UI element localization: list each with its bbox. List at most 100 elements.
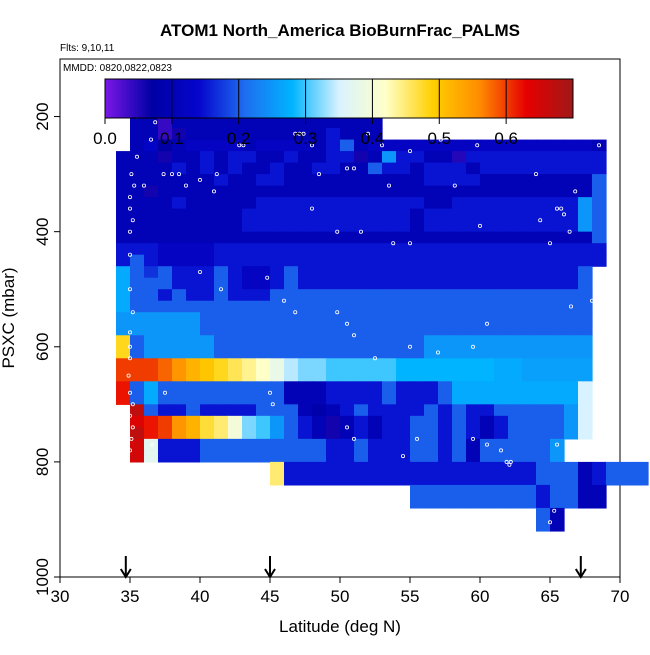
heatmap-cell (270, 346, 285, 359)
heatmap-cell (494, 358, 509, 371)
heatmap-cell (452, 335, 467, 348)
sample-point (211, 189, 216, 194)
heatmap-cell (354, 438, 369, 451)
heatmap-cell (424, 484, 439, 498)
heatmap-cell (564, 266, 579, 279)
heatmap-cell (326, 404, 341, 417)
heatmap-cell (326, 197, 341, 210)
heatmap-cell (522, 358, 537, 371)
heatmap-cell (354, 185, 369, 198)
heatmap-cell (298, 438, 313, 451)
heatmap-cell (256, 151, 271, 164)
heatmap-cell (130, 139, 145, 152)
heatmap-cell (214, 197, 229, 210)
heatmap-cell (424, 174, 439, 187)
heatmap-cell (382, 346, 397, 359)
heatmap-cell (186, 369, 201, 382)
sample-point (344, 321, 349, 326)
heatmap-cell (578, 312, 593, 325)
heatmap-cell (186, 392, 201, 405)
y-tick-label: 600 (33, 333, 52, 361)
heatmap-cell (564, 254, 579, 267)
heatmap-cell (270, 174, 285, 187)
heatmap-cell (592, 254, 607, 267)
heatmap-cell (312, 289, 327, 302)
heatmap-cell (214, 438, 229, 451)
heatmap-cell (536, 162, 551, 175)
heatmap-cell (144, 300, 159, 313)
heatmap-cell (326, 243, 341, 256)
heatmap-cell (340, 450, 355, 463)
heatmap-cell (256, 300, 271, 313)
heatmap-cell (144, 427, 159, 440)
sample-point (500, 131, 505, 136)
heatmap-cell (284, 266, 299, 279)
heatmap-cell (368, 450, 383, 463)
heatmap-cell (270, 369, 285, 382)
sample-point (590, 298, 595, 303)
heatmap-cell (172, 381, 187, 394)
heatmap-cell (284, 162, 299, 175)
heatmap-cell (270, 300, 285, 313)
heatmap-cell (340, 358, 355, 371)
heatmap-cell (396, 473, 411, 486)
heatmap-cell (494, 300, 509, 313)
heatmap-cell (284, 185, 299, 198)
heatmap-cell (522, 415, 537, 428)
heatmap-cell (270, 461, 285, 474)
heatmap-cell (270, 220, 285, 233)
heatmap-cell (396, 438, 411, 451)
heatmap-cell (144, 139, 159, 152)
heatmap-cell (536, 381, 551, 394)
sample-point (214, 172, 219, 177)
heatmap-cells (116, 105, 649, 532)
heatmap-cell (424, 151, 439, 164)
heatmap-cell (116, 185, 131, 198)
heatmap-cell (550, 323, 565, 336)
heatmap-cell (256, 266, 271, 279)
heatmap-cell (466, 427, 481, 440)
heatmap-cell (130, 438, 145, 451)
heatmap-cell (354, 381, 369, 394)
heatmap-cell (186, 450, 201, 463)
heatmap-cell (298, 254, 313, 267)
heatmap-cell (298, 139, 313, 152)
heatmap-cell (480, 254, 495, 267)
heatmap-cell (186, 174, 201, 187)
heatmap-cell (242, 323, 257, 336)
heatmap-cell (200, 427, 215, 440)
heatmap-cell (424, 404, 439, 417)
heatmap-cell (508, 335, 523, 348)
heatmap-cell (368, 427, 383, 440)
sample-point (129, 436, 134, 441)
heatmap-cell (200, 254, 215, 267)
heatmap-cell (242, 266, 257, 279)
heatmap-cell (284, 139, 299, 152)
heatmap-cell (214, 427, 229, 440)
heatmap-cell (326, 231, 341, 244)
heatmap-cell (508, 415, 523, 428)
heatmap-cell (480, 450, 495, 463)
heatmap-cell (186, 197, 201, 210)
heatmap-cell (606, 473, 621, 486)
heatmap-cell (382, 427, 397, 440)
heatmap-cell (550, 243, 565, 256)
heatmap-cell (116, 312, 131, 325)
heatmap-cell (508, 231, 523, 244)
heatmap-cell (172, 323, 187, 336)
heatmap-cell (396, 323, 411, 336)
heatmap-cell (242, 427, 257, 440)
heatmap-cell (340, 197, 355, 210)
heatmap-cell (466, 335, 481, 348)
heatmap-cell (116, 174, 131, 187)
heatmap-cell (466, 266, 481, 279)
heatmap-cell (480, 197, 495, 210)
heatmap-cell (466, 496, 481, 509)
heatmap-cell (172, 335, 187, 348)
heatmap-cell (368, 461, 383, 474)
heatmap-cell (480, 335, 495, 348)
heatmap-cell (410, 277, 425, 290)
heatmap-cell (494, 231, 509, 244)
heatmap-cell (578, 484, 593, 498)
heatmap-cell (270, 197, 285, 210)
